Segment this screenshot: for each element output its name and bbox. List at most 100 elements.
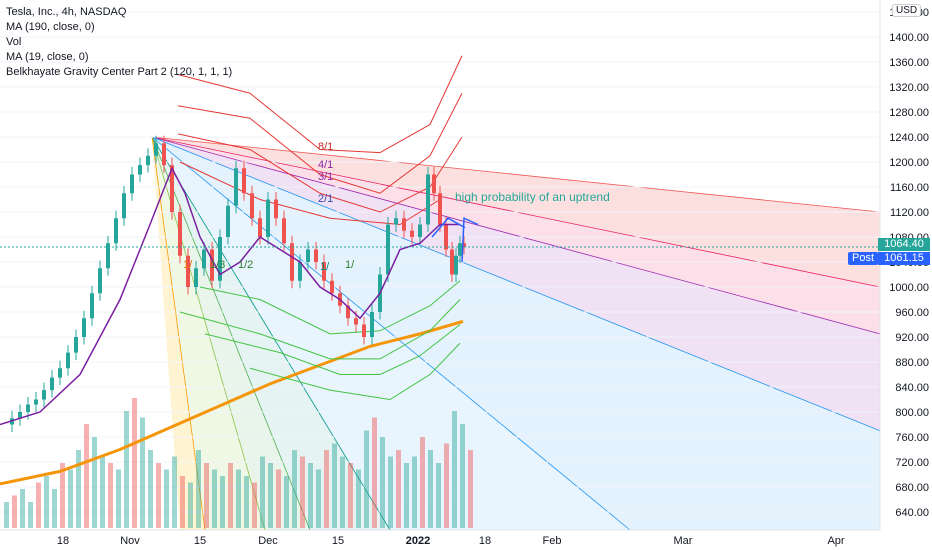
candle-body — [266, 199, 270, 237]
volume-bar — [156, 463, 161, 528]
volume-bar — [28, 502, 33, 528]
price-tick-label: 880.00 — [895, 357, 929, 369]
volume-bar — [244, 476, 249, 528]
candle-body — [178, 212, 182, 256]
volume-bar — [196, 450, 201, 528]
time-tick-label: 18 — [57, 535, 69, 547]
candle-body — [454, 255, 458, 275]
candle-body — [346, 305, 350, 319]
post-badge: Post — [848, 252, 879, 265]
price-tick-label: 680.00 — [895, 482, 929, 494]
volume-bar — [52, 489, 57, 528]
candle-body — [282, 218, 286, 244]
candle-body — [274, 199, 278, 219]
time-tick-label: Feb — [543, 535, 562, 547]
candle-body — [66, 352, 70, 369]
price-tick-label: 1000.00 — [889, 282, 929, 294]
volume-bar — [124, 411, 129, 528]
candle-body — [354, 318, 358, 325]
volume-bar — [404, 463, 409, 528]
price-tick-label: 1160.00 — [890, 182, 929, 194]
projection-arrow — [461, 217, 479, 263]
volume-bar — [228, 463, 233, 528]
candle-body — [386, 224, 390, 275]
time-tick-label: Mar — [674, 535, 693, 547]
volume-bar — [308, 463, 313, 528]
volume-bar — [332, 443, 337, 528]
volume-bar — [372, 417, 377, 528]
volume-bar — [12, 495, 17, 528]
volume-bar — [20, 489, 25, 528]
volume-bar — [44, 476, 49, 528]
candle-body — [194, 268, 198, 287]
volume-bar — [340, 456, 345, 528]
candle-body — [82, 318, 86, 337]
fan-line — [151, 136, 311, 531]
candle-body — [306, 249, 310, 262]
candle-body — [394, 218, 398, 225]
candle-body — [74, 337, 78, 353]
fan-label: 3/1 — [318, 171, 333, 183]
price-tick-label: 1280.00 — [889, 107, 929, 119]
volume-bar — [380, 437, 385, 528]
green-channel — [204, 324, 461, 375]
legend-ma-190[interactable]: MA (190, close, 0) — [6, 21, 95, 33]
candle-body — [90, 293, 94, 319]
candle-body — [322, 262, 326, 281]
fan-line — [151, 136, 391, 531]
post-price-tag: 1061.15 — [878, 252, 930, 265]
volume-bar — [84, 424, 89, 528]
price-tick-label: 1120.00 — [890, 207, 929, 219]
volume-bar — [460, 424, 465, 528]
volume-bar — [260, 456, 265, 528]
volume-bar — [452, 411, 457, 528]
volume-bar — [292, 450, 297, 528]
price-tick-label: 1360.00 — [889, 57, 929, 69]
fan-label: 1/ — [183, 259, 193, 271]
legend-vol[interactable]: Vol — [6, 36, 22, 48]
candle-body — [418, 224, 422, 237]
volume-bar — [324, 450, 329, 528]
volume-bar — [172, 456, 177, 528]
price-axis-bg — [880, 0, 932, 550]
candle-body — [170, 165, 174, 212]
volume-bar — [140, 417, 145, 528]
candle-body — [162, 143, 166, 166]
ma-190-line — [0, 319, 464, 486]
price-tick-label: 1400.00 — [889, 32, 929, 44]
candle-body — [450, 249, 454, 275]
legend-ma-19[interactable]: MA (19, close, 0) — [6, 51, 89, 63]
price-tick-label: 720.00 — [895, 457, 929, 469]
candle-body — [186, 255, 190, 287]
legend-belkhayate[interactable]: Belkhayate Gravity Center Part 2 (120, 1… — [6, 66, 233, 78]
candle-body — [250, 193, 254, 219]
candle-body — [138, 165, 142, 175]
candle-body — [234, 168, 238, 206]
volume-bar — [300, 456, 305, 528]
currency-button[interactable]: USD — [892, 4, 922, 17]
volume-bar — [204, 463, 209, 528]
volume-bar — [220, 476, 225, 528]
volume-bar — [148, 450, 153, 528]
candle-body — [362, 324, 366, 337]
candle-body — [426, 174, 430, 225]
volume-bar — [36, 482, 41, 528]
green-channel — [199, 280, 461, 335]
volume-bar — [364, 430, 369, 528]
volume-bar — [92, 437, 97, 528]
red-channel — [177, 55, 463, 154]
fan-label: 1/3 — [210, 259, 225, 271]
time-tick-label: 2022 — [406, 535, 430, 547]
fan-label: 8/1 — [318, 141, 333, 153]
volume-bar — [284, 476, 289, 528]
candle-body — [370, 312, 374, 337]
red-channel — [179, 161, 441, 226]
price-tick-label: 840.00 — [895, 382, 929, 394]
time-tick-label: 15 — [194, 535, 206, 547]
time-tick-label: Nov — [120, 535, 140, 547]
candle-body — [462, 243, 466, 247]
volume-bar — [388, 456, 393, 528]
candle-body — [202, 249, 206, 269]
price-tick-label: 960.00 — [895, 307, 929, 319]
